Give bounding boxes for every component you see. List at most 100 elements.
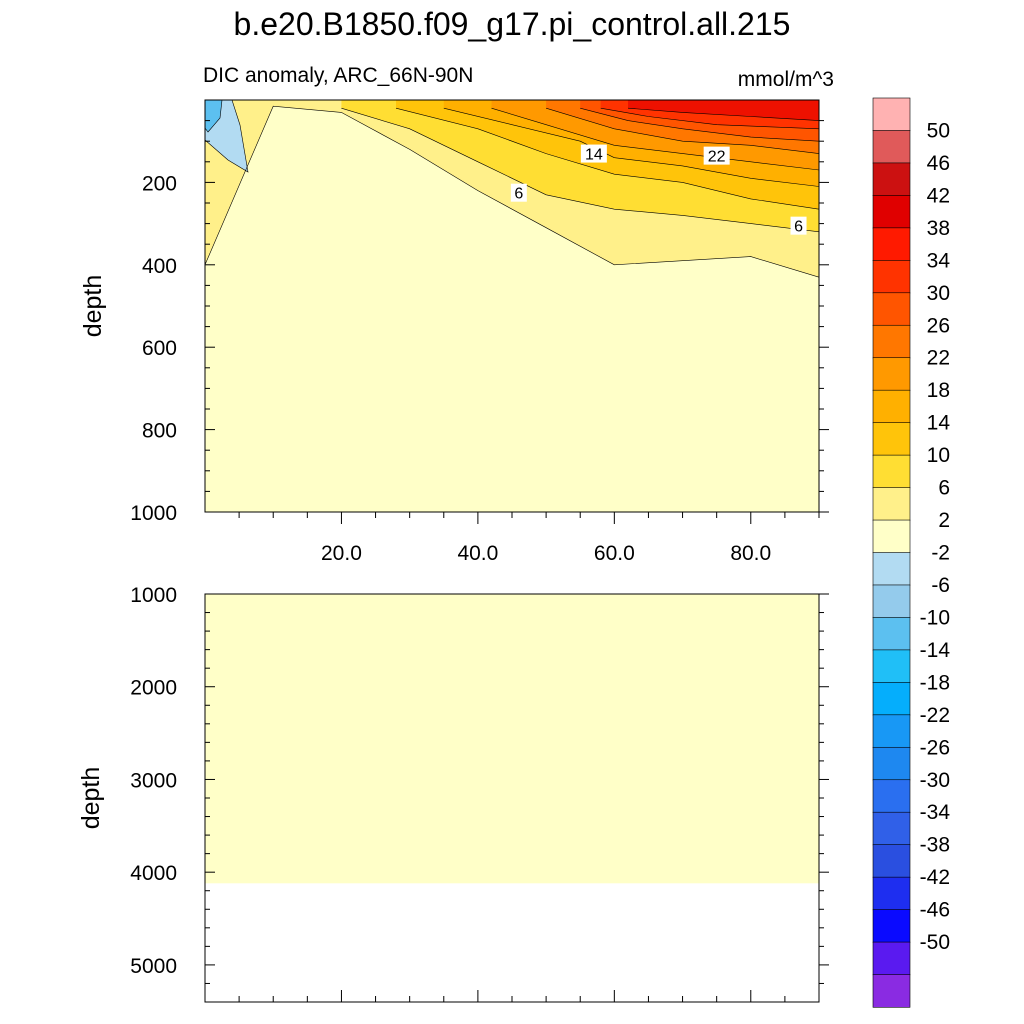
contour-line-6 xyxy=(341,107,820,233)
contour-line-22 xyxy=(546,107,820,154)
contour-line-26 xyxy=(580,107,820,142)
colorbar-swatch xyxy=(872,844,911,878)
colorbar-swatch xyxy=(872,97,911,132)
y-tick-label: 3000 xyxy=(130,769,177,792)
contour-label: 6 xyxy=(514,186,523,203)
colorbar-swatch xyxy=(872,130,911,164)
colorbar-label: 38 xyxy=(927,217,950,240)
contour-label: 14 xyxy=(585,147,603,164)
x-tick-label: 80.0 xyxy=(730,542,771,565)
colorbar-label: -38 xyxy=(920,834,950,857)
colorbar-swatch xyxy=(872,617,911,651)
upper-y-ticks: 200 400 600 800 1000 xyxy=(130,120,829,525)
colorbar-swatch xyxy=(872,779,911,813)
upper-y-axis-label: depth xyxy=(79,275,107,338)
colorbar-swatch xyxy=(872,682,911,716)
colorbar-label: -50 xyxy=(920,931,950,954)
colorbar-swatch xyxy=(872,162,911,196)
colorbar-label: -30 xyxy=(920,769,950,792)
colorbar-swatch xyxy=(872,389,911,424)
x-tick-label: 20.0 xyxy=(321,542,362,565)
colorbar-label: 34 xyxy=(927,249,951,272)
contour-line-2 xyxy=(204,105,820,278)
lower-y-ticks: 1000 2000 3000 4000 5000 xyxy=(130,584,829,984)
colorbar-label: 14 xyxy=(927,412,951,435)
y-tick-label: 4000 xyxy=(130,862,177,885)
contour-band-34 xyxy=(627,100,819,121)
y-tick-label: 1000 xyxy=(130,584,177,607)
contour-line-14 xyxy=(443,107,820,187)
colorbar-swatch xyxy=(872,552,911,586)
y-tick-label: 400 xyxy=(142,255,177,278)
contour-line-10 xyxy=(395,107,820,210)
y-tick-label: 800 xyxy=(142,420,177,443)
colorbar-swatch xyxy=(872,260,911,294)
colorbar-label: -22 xyxy=(920,704,950,727)
colorbar-label: 2 xyxy=(938,509,950,532)
contour-label: 22 xyxy=(708,149,726,166)
colorbar-label: 26 xyxy=(927,314,950,337)
colorbar-label: 50 xyxy=(927,120,950,143)
y-tick-label: 600 xyxy=(142,337,177,360)
colorbar-label: 42 xyxy=(927,184,950,207)
contour-label-bg xyxy=(790,216,807,235)
upper-contour-lines xyxy=(204,105,820,278)
colorbar-swatch xyxy=(872,876,911,911)
colorbar-label: -26 xyxy=(920,736,950,759)
x-tick-label: 40.0 xyxy=(457,542,498,565)
contour-label: 6 xyxy=(794,219,803,236)
y-tick-label: 2000 xyxy=(130,677,177,700)
units-label: mmol/m^3 xyxy=(738,68,834,91)
contour-line-18 xyxy=(491,107,820,171)
colorbar-label: -14 xyxy=(920,639,951,662)
lower-panel: 1000 2000 3000 4000 5000 depth xyxy=(77,584,829,1003)
colorbar-swatch xyxy=(872,746,911,781)
colorbar-label: -2 xyxy=(931,542,950,565)
chart-title: b.e20.B1850.f09_g17.pi_control.all.215 xyxy=(234,6,791,42)
colorbar-swatch xyxy=(872,454,911,489)
colorbar-label: -18 xyxy=(920,671,950,694)
x-tick-label: 60.0 xyxy=(594,542,635,565)
y-tick-label: 200 xyxy=(142,172,177,195)
colorbar-swatch xyxy=(872,941,911,976)
colorbar-swatch xyxy=(872,324,911,359)
colorbar-swatch xyxy=(872,714,911,748)
colorbar-label: 46 xyxy=(927,152,950,175)
colorbar-swatch xyxy=(872,195,911,229)
lower-x-ticks xyxy=(238,990,820,1002)
y-tick-label: 5000 xyxy=(130,955,177,978)
colorbar-swatch xyxy=(872,422,911,456)
colorbar-swatch xyxy=(872,487,911,521)
colorbar-label: -42 xyxy=(920,866,950,889)
colorbar-label: 6 xyxy=(938,477,950,500)
contour-label-bg xyxy=(510,183,527,202)
colorbar-label: -10 xyxy=(920,606,950,629)
y-tick-label: 1000 xyxy=(130,502,177,525)
colorbar-label: 18 xyxy=(927,379,950,402)
colorbar-label: 10 xyxy=(927,444,950,467)
colorbar-swatch xyxy=(872,974,911,1008)
contour-line-34 xyxy=(627,107,820,121)
colorbar-label: -46 xyxy=(920,899,950,922)
colorbar-swatch xyxy=(872,292,911,326)
colorbar-swatch xyxy=(872,649,911,683)
contour-label-bg xyxy=(703,146,730,165)
upper-panel: 14 22 6 6 200 400 600 800 1000 20.0 40.0 60.0 80.0… xyxy=(79,99,829,565)
colorbar-swatch xyxy=(872,227,911,261)
contour-label-bg xyxy=(580,144,607,163)
colorbar-label: 22 xyxy=(927,347,950,370)
upper-contour-labels: 14 22 6 6 xyxy=(510,144,807,236)
colorbar-swatch xyxy=(872,909,911,943)
lower-y-axis-label: depth xyxy=(77,767,105,830)
colorbar-swatch xyxy=(872,357,911,391)
colorbar-label: 30 xyxy=(927,282,950,305)
colorbar-label: -6 xyxy=(931,574,950,597)
colorbar-swatch xyxy=(872,519,911,554)
upper-x-ticks: 20.0 40.0 60.0 80.0 xyxy=(238,512,820,565)
colorbar-swatch xyxy=(872,811,911,846)
chart-subtitle: DIC anomaly, ARC_66N-90N xyxy=(203,64,473,87)
colorbar-label: -34 xyxy=(920,801,951,824)
colorbar: 50 46 42 38 34 30 26 22 18 14 10 6 2 -2 -6 -10 -14 -18 -22… xyxy=(872,97,951,1008)
contour-line-30 xyxy=(600,107,820,130)
